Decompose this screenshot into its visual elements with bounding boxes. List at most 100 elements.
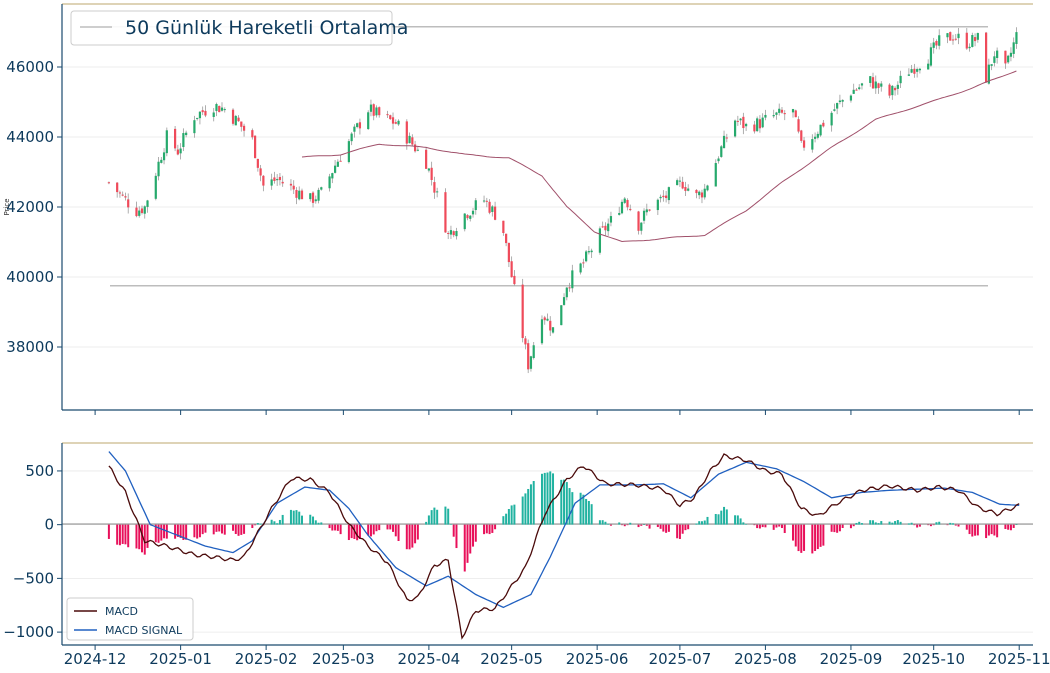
macd-hist-bar	[665, 524, 668, 533]
candle-body	[869, 76, 872, 83]
candle	[394, 119, 397, 125]
candle-body	[513, 275, 516, 285]
macd-hist-bar	[778, 524, 781, 527]
candle	[375, 105, 378, 118]
candle-body	[314, 199, 317, 202]
candle	[720, 144, 723, 158]
candle	[896, 81, 899, 95]
macd-hist-bar	[560, 479, 563, 525]
candle-body	[162, 152, 166, 161]
candle	[386, 110, 389, 119]
candle	[127, 193, 130, 214]
candle	[389, 114, 392, 120]
macd-hist-bar	[107, 524, 110, 539]
macd-x-ticks: 2024-12 2025-01 2025-02 2025-03 2025-04 2025-…	[64, 645, 1050, 668]
macd-hist-bar	[408, 524, 411, 550]
macd-hist-bar	[309, 514, 312, 525]
candle-body	[681, 181, 684, 189]
candle	[725, 133, 728, 143]
candle	[160, 157, 163, 164]
candle-body	[761, 117, 764, 128]
candle	[841, 99, 844, 108]
candle	[877, 82, 880, 94]
candle-body	[626, 199, 629, 208]
candle	[524, 335, 527, 350]
candle-body	[118, 192, 122, 194]
macd-hist-bar	[414, 524, 417, 544]
candle-body	[585, 251, 588, 262]
candle	[262, 175, 265, 192]
candle	[976, 32, 979, 43]
macd-hist-bar	[212, 524, 215, 535]
candle	[951, 34, 955, 45]
macd-hist-bar	[281, 514, 284, 525]
macd-hist-bar	[312, 516, 315, 525]
candle-body	[907, 74, 910, 76]
candle	[739, 118, 742, 125]
macd-hist-bar	[543, 472, 546, 525]
macd-hist-bar	[513, 504, 516, 525]
candle-body	[965, 32, 968, 49]
candle-body	[452, 231, 455, 236]
macd-hist-bar	[996, 524, 999, 538]
candle	[507, 242, 510, 268]
candle	[830, 111, 833, 132]
macd-hist-bar	[143, 524, 146, 555]
candle	[954, 34, 957, 41]
candle-body	[954, 38, 957, 40]
x-tick-label: 2024-12	[64, 650, 127, 668]
candle-body	[278, 176, 282, 181]
candle	[607, 218, 610, 236]
candle-body	[524, 338, 527, 345]
candle	[918, 67, 922, 74]
candle	[471, 207, 475, 218]
candle-body	[667, 187, 670, 201]
candle	[874, 75, 877, 94]
candle-body	[1007, 55, 1010, 63]
candle	[987, 58, 990, 85]
macd-hist-bar	[273, 521, 276, 525]
macd-hist-bar	[546, 472, 549, 525]
macd-hist-bar	[620, 524, 623, 526]
macd-hist-bar	[965, 524, 968, 530]
candle-body	[725, 137, 728, 139]
macd-hist-bar	[987, 524, 990, 536]
candle	[198, 111, 202, 125]
candle-body	[455, 231, 458, 237]
macd-hist-bar	[174, 524, 177, 539]
candle-body	[739, 118, 742, 121]
macd-hist-bar	[957, 524, 960, 527]
candle-body	[855, 89, 858, 91]
macd-hist-bar	[220, 524, 223, 534]
candle-body	[447, 232, 450, 234]
candle	[135, 201, 138, 218]
candle-body	[640, 222, 643, 231]
candle-body	[802, 140, 806, 148]
macd-hist-bar	[830, 524, 833, 532]
candle-body	[405, 121, 408, 144]
candle	[529, 355, 533, 372]
candle	[582, 258, 585, 268]
macd-hist-bar	[425, 521, 428, 525]
candle-body	[237, 117, 240, 122]
macd-hist-bar	[317, 522, 320, 525]
macd-hist-bar	[565, 482, 568, 525]
macd-hist-bar	[529, 484, 532, 525]
price-gridlines	[62, 66, 1033, 348]
macd-hist-bar	[891, 522, 894, 525]
macd-hist-bar	[430, 510, 433, 525]
candle	[162, 148, 166, 165]
macd-hist-bar	[587, 501, 590, 525]
candle	[118, 190, 122, 198]
candle	[745, 122, 748, 131]
candle-body	[389, 115, 392, 120]
candle	[549, 316, 552, 336]
macd-hist-bar	[772, 524, 775, 530]
candle	[444, 188, 447, 233]
candle-body	[474, 200, 477, 211]
candle-body	[916, 69, 919, 72]
macd-hist-bar	[334, 524, 337, 531]
candle-body	[430, 167, 433, 180]
macd-hist-bar	[232, 524, 235, 531]
macd-hist-bar	[198, 524, 201, 538]
